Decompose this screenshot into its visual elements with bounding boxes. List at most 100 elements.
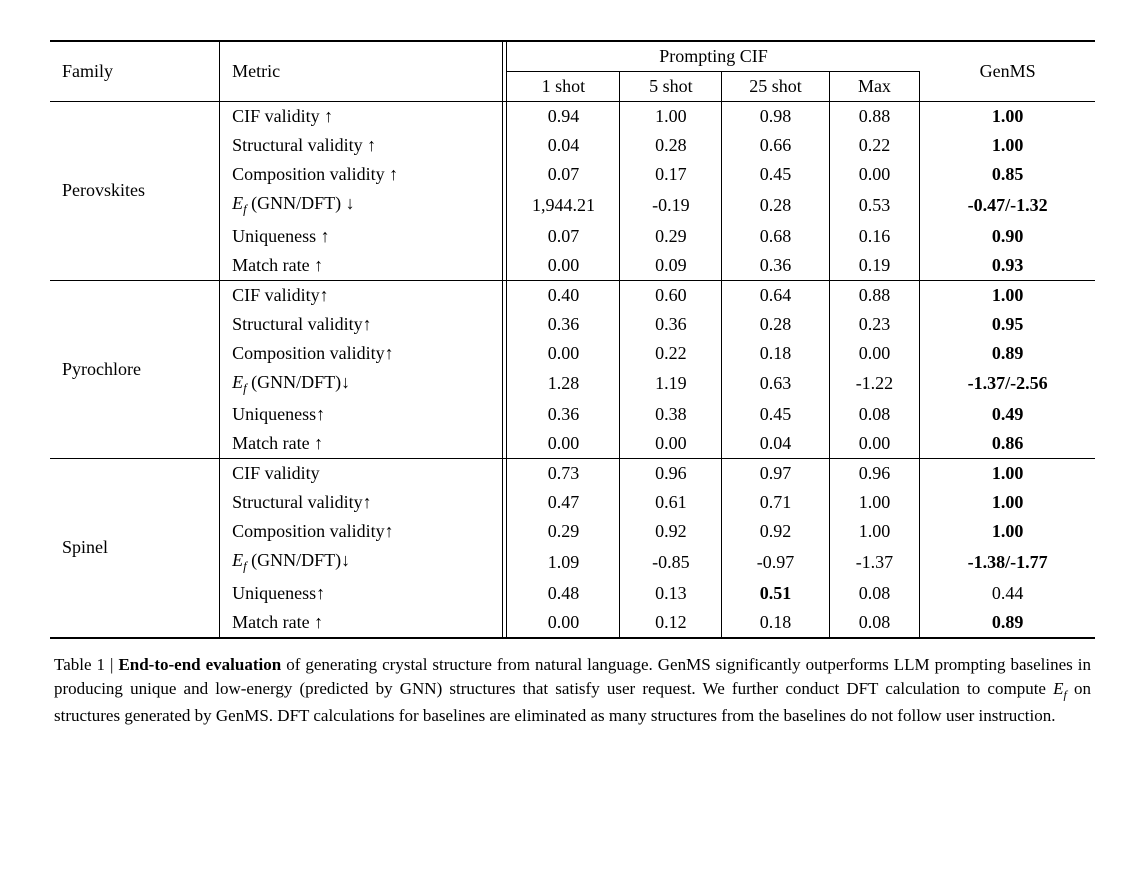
value-cell: 1,944.21 xyxy=(507,189,620,222)
table-row: PerovskitesCIF validity ↑0.941.000.980.8… xyxy=(50,102,1095,132)
genms-cell: 0.85 xyxy=(920,160,1095,189)
metric-cell: CIF validity↑ xyxy=(220,280,503,310)
metric-cell: Composition validity↑ xyxy=(220,339,503,368)
value-cell: 0.23 xyxy=(829,310,919,339)
value-cell: 0.07 xyxy=(507,222,620,251)
value-cell: 0.98 xyxy=(722,102,829,132)
table-row: SpinelCIF validity0.730.960.970.961.00 xyxy=(50,459,1095,489)
value-cell: -0.19 xyxy=(620,189,722,222)
value-cell: 0.60 xyxy=(620,280,722,310)
value-cell: -1.22 xyxy=(829,368,919,401)
value-cell: 0.16 xyxy=(829,222,919,251)
value-cell: 0.00 xyxy=(829,160,919,189)
value-cell: 0.97 xyxy=(722,459,829,489)
genms-cell: 1.00 xyxy=(920,102,1095,132)
genms-cell: 0.49 xyxy=(920,400,1095,429)
value-cell: 0.51 xyxy=(722,579,829,608)
value-cell: 0.71 xyxy=(722,488,829,517)
value-cell: 0.68 xyxy=(722,222,829,251)
metric-cell: Structural validity ↑ xyxy=(220,131,503,160)
value-cell: 0.63 xyxy=(722,368,829,401)
value-cell: 1.00 xyxy=(829,488,919,517)
value-cell: 0.66 xyxy=(722,131,829,160)
value-cell: 0.45 xyxy=(722,400,829,429)
genms-cell: 0.44 xyxy=(920,579,1095,608)
value-cell: 0.96 xyxy=(829,459,919,489)
value-cell: 0.18 xyxy=(722,608,829,638)
value-cell: 0.96 xyxy=(620,459,722,489)
metric-cell: CIF validity ↑ xyxy=(220,102,503,132)
value-cell: 0.09 xyxy=(620,251,722,281)
value-cell: 0.00 xyxy=(507,251,620,281)
genms-cell: 0.89 xyxy=(920,339,1095,368)
family-cell: Pyrochlore xyxy=(50,280,220,459)
col-25shot: 25 shot xyxy=(722,72,829,102)
value-cell: 0.07 xyxy=(507,160,620,189)
table-head: Family Metric Prompting CIF GenMS 1 shot… xyxy=(50,41,1095,102)
genms-cell: -1.37/-2.56 xyxy=(920,368,1095,401)
value-cell: 0.47 xyxy=(507,488,620,517)
metric-cell: Match rate ↑ xyxy=(220,429,503,459)
value-cell: 0.53 xyxy=(829,189,919,222)
value-cell: 0.36 xyxy=(722,251,829,281)
value-cell: 0.94 xyxy=(507,102,620,132)
genms-cell: 1.00 xyxy=(920,280,1095,310)
value-cell: 1.19 xyxy=(620,368,722,401)
value-cell: 0.22 xyxy=(620,339,722,368)
value-cell: 0.00 xyxy=(507,429,620,459)
value-cell: 0.08 xyxy=(829,608,919,638)
metric-cell: Uniqueness↑ xyxy=(220,579,503,608)
metric-cell: Ef (GNN/DFT) ↓ xyxy=(220,189,503,222)
genms-cell: 1.00 xyxy=(920,131,1095,160)
value-cell: 0.61 xyxy=(620,488,722,517)
table-body: PerovskitesCIF validity ↑0.94 1.00 0.98 0.8… xyxy=(50,102,1095,638)
metric-cell: Composition validity ↑ xyxy=(220,160,503,189)
value-cell: 0.36 xyxy=(620,310,722,339)
value-cell: 0.38 xyxy=(620,400,722,429)
caption-sep: | xyxy=(105,655,118,674)
col-1shot: 1 shot xyxy=(507,72,620,102)
family-cell: Perovskites xyxy=(50,102,220,281)
family-cell: Spinel xyxy=(50,459,220,638)
value-cell: -0.97 xyxy=(722,546,829,579)
metric-cell: Ef (GNN/DFT)↓ xyxy=(220,368,503,401)
value-cell: 0.48 xyxy=(507,579,620,608)
metric-cell: Uniqueness ↑ xyxy=(220,222,503,251)
results-table: Family Metric Prompting CIF GenMS 1 shot… xyxy=(50,40,1095,639)
value-cell: 0.92 xyxy=(722,517,829,546)
genms-cell: 0.86 xyxy=(920,429,1095,459)
value-cell: 0.28 xyxy=(722,189,829,222)
value-cell: 0.29 xyxy=(507,517,620,546)
value-cell: -1.37 xyxy=(829,546,919,579)
value-cell: 0.12 xyxy=(620,608,722,638)
col-prompting: Prompting CIF xyxy=(507,41,920,72)
value-cell: 0.08 xyxy=(829,579,919,608)
genms-cell: 0.90 xyxy=(920,222,1095,251)
genms-cell: 1.00 xyxy=(920,459,1095,489)
value-cell: 0.36 xyxy=(507,310,620,339)
value-cell: 0.08 xyxy=(829,400,919,429)
metric-cell: Ef (GNN/DFT)↓ xyxy=(220,546,503,579)
metric-cell: Structural validity↑ xyxy=(220,310,503,339)
value-cell: 0.00 xyxy=(507,339,620,368)
value-cell: 0.36 xyxy=(507,400,620,429)
genms-cell: 1.00 xyxy=(920,517,1095,546)
metric-cell: Match rate ↑ xyxy=(220,608,503,638)
metric-cell: CIF validity xyxy=(220,459,503,489)
metric-cell: Structural validity↑ xyxy=(220,488,503,517)
col-family: Family xyxy=(50,41,220,102)
value-cell: -0.85 xyxy=(620,546,722,579)
genms-cell: 0.93 xyxy=(920,251,1095,281)
metric-cell: Match rate ↑ xyxy=(220,251,503,281)
value-cell: 0.73 xyxy=(507,459,620,489)
value-cell: 0.28 xyxy=(722,310,829,339)
value-cell: 0.00 xyxy=(829,339,919,368)
table-row: PyrochloreCIF validity↑0.400.600.640.881… xyxy=(50,280,1095,310)
value-cell: 1.28 xyxy=(507,368,620,401)
value-cell: 0.04 xyxy=(507,131,620,160)
table-caption: Table 1 | End-to-end evaluation of gener… xyxy=(50,653,1095,729)
value-cell: 0.28 xyxy=(620,131,722,160)
genms-cell: 0.95 xyxy=(920,310,1095,339)
metric-cell: Uniqueness↑ xyxy=(220,400,503,429)
col-max: Max xyxy=(829,72,919,102)
